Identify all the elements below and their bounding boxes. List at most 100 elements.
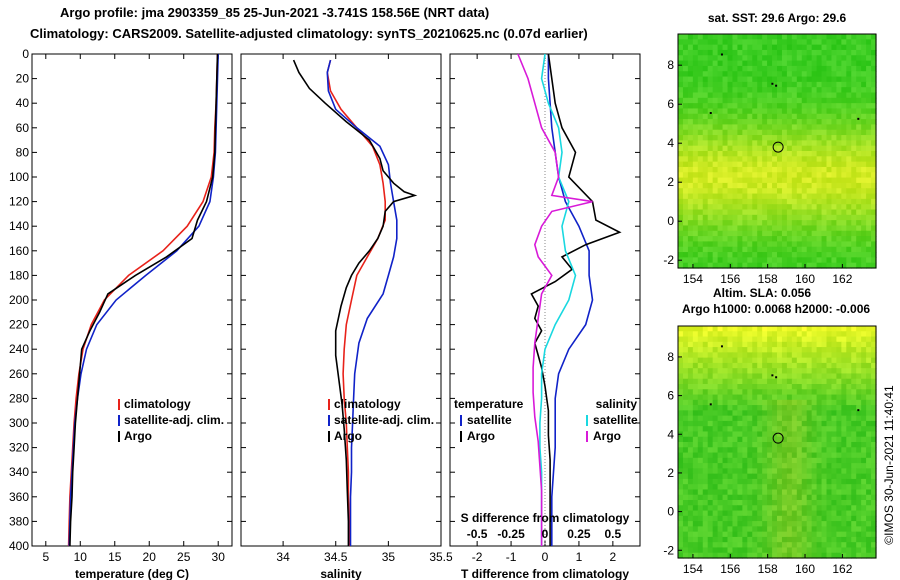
diff-salinity-tick-label: -0.5 bbox=[467, 527, 488, 541]
sst_map-ytick-label: 0 bbox=[667, 214, 674, 228]
depth-tick-label: 360 bbox=[9, 490, 29, 504]
sst_map-xtick-label: 160 bbox=[795, 272, 815, 286]
salinity-legend-swatch bbox=[328, 431, 330, 442]
sla_map-ytick-label: -2 bbox=[663, 543, 674, 557]
sla_map-ytick-label: 6 bbox=[667, 389, 674, 403]
diff-legend-salinity-label: satellite bbox=[593, 413, 638, 427]
depth-tick-label: 220 bbox=[9, 318, 29, 332]
temperature-xtick-label: 10 bbox=[74, 550, 88, 564]
depth-tick-label: 240 bbox=[9, 342, 29, 356]
difference-xtick-label: 2 bbox=[610, 550, 617, 564]
salinity-xlabel: salinity bbox=[320, 567, 362, 580]
salinity-legend-label: satellite-adj. clim. bbox=[334, 413, 434, 427]
temperature-legend-swatch bbox=[118, 431, 120, 442]
sst_map-island bbox=[857, 117, 860, 120]
temperature-legend-swatch bbox=[118, 415, 120, 426]
temperature-legend-label: satellite-adj. clim. bbox=[124, 413, 224, 427]
sla_map-ytick-label: 4 bbox=[667, 427, 674, 441]
sla_map-xtick-label: 154 bbox=[683, 562, 703, 576]
temperature-series-argo bbox=[69, 53, 219, 547]
sla_map-heatmap-cells bbox=[678, 326, 877, 559]
sla_map-xtick-label: 158 bbox=[758, 562, 778, 576]
diff-salinity-tick-label: 0.25 bbox=[567, 527, 591, 541]
sst_map-ytick-label: -2 bbox=[663, 253, 674, 267]
salinity-legend-swatch bbox=[328, 399, 330, 410]
temperature-frame bbox=[31, 53, 233, 547]
sst_map-xtick-label: 154 bbox=[683, 272, 703, 286]
sst_map-xtick-label: 156 bbox=[720, 272, 740, 286]
depth-tick-label: 340 bbox=[9, 465, 29, 479]
sst_map-ytick-label: 2 bbox=[667, 175, 674, 189]
sla_map-island bbox=[775, 376, 778, 379]
sla-map-title-line-1: Altim. SLA: 0.056 bbox=[713, 286, 811, 300]
depth-tick-label: 60 bbox=[16, 121, 30, 135]
depth-tick-label: 160 bbox=[9, 244, 29, 258]
diff-legend-temperature-label: satellite bbox=[467, 413, 512, 427]
temperature-xtick-label: 25 bbox=[177, 550, 191, 564]
difference-xlabel: T difference from climatology bbox=[461, 567, 629, 580]
sla_map-ytick-label: 0 bbox=[667, 505, 674, 519]
salinity-frame bbox=[240, 53, 442, 547]
temperature-xtick-label: 5 bbox=[42, 550, 49, 564]
diff-legend-salinity-swatch bbox=[586, 431, 588, 442]
depth-tick-label: 260 bbox=[9, 367, 29, 381]
diff-salinity-axis-title: S difference from climatology bbox=[461, 511, 630, 525]
temperature-series-satellite-adj-clim- bbox=[68, 53, 219, 547]
depth-tick-label: 180 bbox=[9, 268, 29, 282]
sla-map-title-line-2: Argo h1000: 0.0068 h2000: -0.006 bbox=[682, 302, 870, 316]
diff-legend-salinity-title: salinity bbox=[596, 397, 638, 411]
difference-xtick-label: -2 bbox=[472, 550, 483, 564]
sst_map-island bbox=[775, 84, 778, 87]
salinity-series-satellite-adj-clim- bbox=[326, 59, 398, 546]
difference-xtick-label: 1 bbox=[576, 550, 583, 564]
depth-tick-label: 280 bbox=[9, 391, 29, 405]
depth-tick-label: 300 bbox=[9, 416, 29, 430]
sla_map-ytick-label: 2 bbox=[667, 466, 674, 480]
difference-xtick-label: -1 bbox=[506, 550, 517, 564]
sst_map-ytick-label: 6 bbox=[667, 97, 674, 111]
diff-legend-salinity-swatch bbox=[586, 415, 588, 426]
depth-tick-label: 380 bbox=[9, 514, 29, 528]
diff-legend-salinity-label: Argo bbox=[593, 429, 621, 443]
depth-tick-label: 320 bbox=[9, 441, 29, 455]
sla_map-island bbox=[771, 374, 774, 377]
temperature-legend-swatch bbox=[118, 399, 120, 410]
sst_map-ytick-label: 8 bbox=[667, 58, 674, 72]
sst_map-xtick-label: 162 bbox=[832, 272, 852, 286]
difference-series-salinity-satellite bbox=[539, 53, 577, 546]
depth-tick-label: 20 bbox=[16, 72, 30, 86]
depth-tick-label: 80 bbox=[16, 145, 30, 159]
sla_map-frame bbox=[677, 325, 877, 559]
temperature-legend-label: Argo bbox=[124, 429, 152, 443]
diff-salinity-tick-label: 0 bbox=[542, 527, 549, 541]
salinity-xtick-label: 35.5 bbox=[429, 550, 453, 564]
diff-salinity-tick-label: -0.25 bbox=[497, 527, 525, 541]
diff-salinity-tick-label: 0.5 bbox=[605, 527, 622, 541]
sla_map-argo-float-marker bbox=[772, 432, 784, 444]
sst_map-heatmap-cells bbox=[678, 34, 877, 269]
salinity-xtick-label: 34.5 bbox=[324, 550, 348, 564]
depth-tick-label: 400 bbox=[9, 539, 29, 553]
sst_map-island bbox=[709, 112, 712, 114]
temperature-xtick-label: 15 bbox=[108, 550, 122, 564]
salinity-legend-label: climatology bbox=[334, 397, 401, 411]
depth-tick-label: 100 bbox=[9, 170, 29, 184]
temperature-legend-label: climatology bbox=[124, 397, 191, 411]
depth-tick-label: 140 bbox=[9, 219, 29, 233]
difference-series-temperature-satellite bbox=[547, 54, 594, 546]
imos-credit: ©IMOS 30-Jun-2021 11:40:41 bbox=[882, 385, 896, 545]
difference-series-temperature-argo bbox=[530, 53, 622, 546]
sla_map-xtick-label: 156 bbox=[720, 562, 740, 576]
sla_map-xtick-label: 160 bbox=[795, 562, 815, 576]
sla_map-xtick-label: 162 bbox=[832, 562, 852, 576]
sst_map-island bbox=[720, 53, 723, 56]
sla_map-island bbox=[709, 403, 712, 406]
depth-tick-label: 120 bbox=[9, 195, 29, 209]
diff-legend-temperature-title: temperature bbox=[454, 397, 524, 411]
sst_map-xtick-label: 158 bbox=[758, 272, 778, 286]
diff-legend-temperature-swatch bbox=[460, 431, 462, 442]
title-line-1: Argo profile: jma 2903359_85 25-Jun-2021… bbox=[60, 5, 490, 20]
depth-tick-label: 0 bbox=[22, 47, 29, 61]
salinity-legend-label: Argo bbox=[334, 429, 362, 443]
